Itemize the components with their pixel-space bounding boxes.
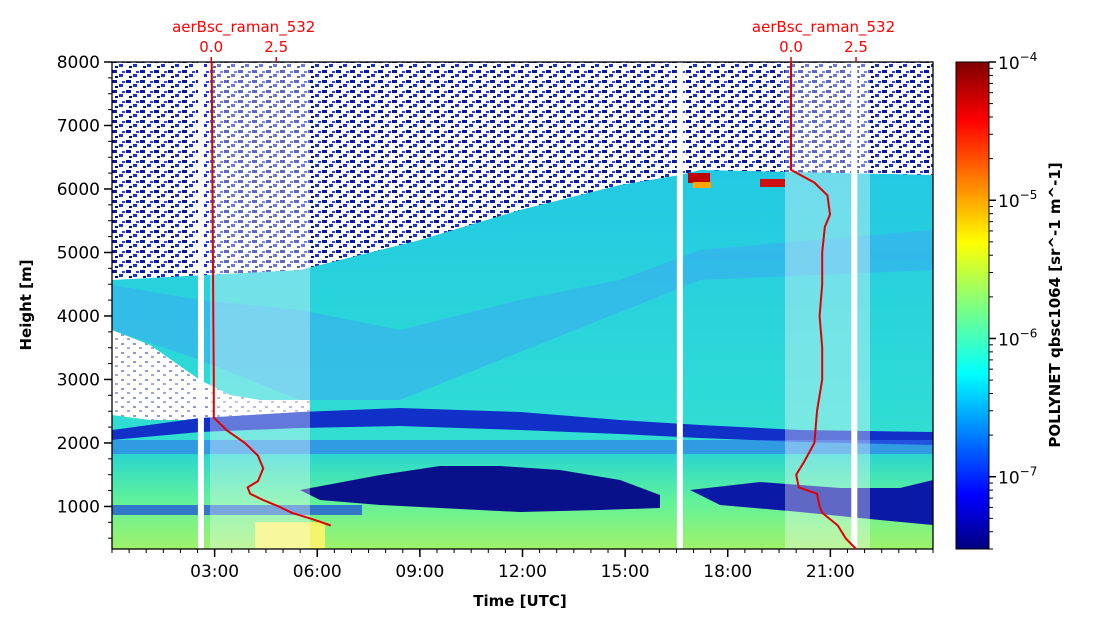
y-tick-label: 7000 bbox=[57, 116, 100, 136]
colorbar-tick-label: 10−6 bbox=[998, 326, 1037, 350]
bottom-dark-strip bbox=[112, 505, 362, 515]
profile-axis-label: aerBsc_raman_532 bbox=[752, 18, 895, 37]
white-gap-region bbox=[112, 330, 310, 420]
colorbar-label: POLLYNET qbsc1064 [sr^-1 m^-1] bbox=[1046, 162, 1064, 447]
lower-cloud-lightband bbox=[112, 230, 933, 400]
y-tick-label: 2000 bbox=[57, 434, 100, 454]
x-axis: 03:00 06:00 09:00 12:00 15:00 18:00 21:00 bbox=[111, 549, 934, 582]
dark-layer-right bbox=[690, 480, 933, 525]
data-gaps bbox=[197, 62, 858, 549]
colorbar bbox=[955, 61, 990, 550]
colorbar-tick-label: 10−5 bbox=[998, 188, 1037, 212]
x-tick-label: 06:00 bbox=[293, 562, 342, 582]
profile-line-1 bbox=[790, 62, 857, 550]
y-tick-label: 5000 bbox=[57, 243, 100, 263]
y-axis: 1000 2000 3000 4000 5000 6000 7000 8000 bbox=[57, 53, 112, 539]
colorbar-tick-label: 10−7 bbox=[998, 465, 1037, 489]
profile-tick-label: 2.5 bbox=[844, 38, 868, 56]
data-gap-0 bbox=[197, 62, 204, 549]
y-tick-label: 1000 bbox=[57, 497, 100, 517]
heatmap bbox=[112, 62, 933, 549]
x-axis-title: Time [UTC] bbox=[473, 592, 567, 610]
data-gap-1 bbox=[676, 62, 683, 549]
blue-band-2km bbox=[112, 440, 933, 454]
near-ground-yellow bbox=[255, 522, 325, 549]
x-tick-label: 09:00 bbox=[395, 562, 444, 582]
x-tick-label: 12:00 bbox=[498, 562, 547, 582]
x-tick-label: 03:00 bbox=[190, 562, 239, 582]
y-tick-label: 6000 bbox=[57, 180, 100, 200]
colorbar-ticks: 10−4 10−5 10−6 10−7 bbox=[989, 50, 1037, 550]
data-gap-2 bbox=[851, 62, 858, 549]
y-tick-label: 4000 bbox=[57, 307, 100, 327]
x-tick-label: 18:00 bbox=[703, 562, 752, 582]
colorbar-tick-label: 10−4 bbox=[998, 50, 1037, 74]
profile-tick-label: 2.5 bbox=[264, 38, 288, 56]
dark-band-upper bbox=[112, 408, 933, 445]
faded-block-1 bbox=[210, 62, 310, 549]
profile-line-0 bbox=[210, 61, 332, 527]
y-tick-label: 8000 bbox=[57, 53, 100, 73]
x-tick-label: 21:00 bbox=[806, 562, 855, 582]
cloud-hotspots bbox=[688, 173, 785, 188]
profile-axis-label: aerBsc_raman_532 bbox=[172, 18, 315, 37]
dark-layer-1-5km bbox=[300, 466, 660, 512]
y-tick-label: 3000 bbox=[57, 370, 100, 390]
profile-tick-label: 0.0 bbox=[199, 38, 223, 56]
profile-tick-label: 0.0 bbox=[779, 38, 803, 56]
y-axis-title: Height [m] bbox=[17, 259, 35, 350]
x-tick-label: 15:00 bbox=[601, 562, 650, 582]
